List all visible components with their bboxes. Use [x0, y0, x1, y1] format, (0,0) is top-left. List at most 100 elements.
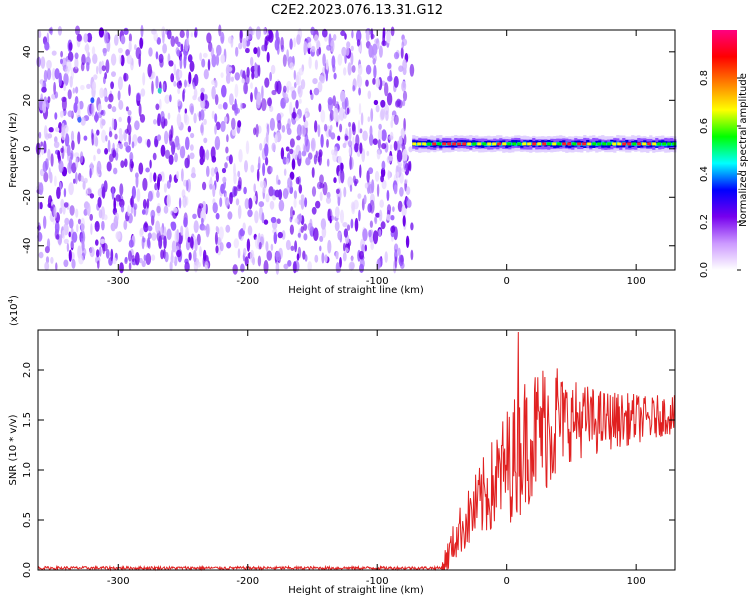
spectrogram-cell	[407, 161, 411, 171]
spectrogram-cell	[71, 258, 76, 269]
spectrogram-cell	[144, 221, 148, 228]
spectrogram-cell	[319, 174, 324, 185]
spectrogram-cell	[342, 251, 347, 262]
spectrogram-cell	[235, 46, 239, 57]
spectrogram-cell	[475, 142, 479, 146]
spectrogram-cell	[190, 144, 194, 151]
spectrogram-cell	[293, 198, 297, 208]
spectrogram-cell	[49, 26, 53, 36]
spectrogram-cell	[285, 158, 290, 165]
spectrogram-cell	[386, 92, 393, 106]
spectrogram-cell	[54, 68, 60, 80]
spectrogram-cell	[147, 63, 152, 78]
spectrogram-cell	[51, 68, 56, 81]
spectrogram-cell	[670, 142, 674, 146]
spectrogram-cell	[262, 180, 267, 194]
spectrogram-cell	[312, 78, 318, 85]
spectrogram-cell	[54, 112, 58, 120]
spectrogram-cell	[369, 125, 373, 138]
spectrogram-cell	[354, 217, 359, 232]
spectrogram-cell	[214, 231, 218, 245]
spectrogram-cell	[274, 134, 278, 144]
spectrogram-cell	[512, 142, 517, 146]
spectrogram-cell	[70, 150, 74, 161]
spectrogram-cell	[41, 145, 44, 156]
spectrogram-cell	[402, 99, 406, 107]
spectrogram-cell	[189, 152, 195, 160]
spectrogram-cell	[169, 260, 173, 272]
spectrogram-cell	[341, 46, 347, 57]
spectrogram-cell	[118, 116, 122, 123]
spectrogram-cell	[97, 196, 102, 208]
spectrogram-cell	[293, 190, 297, 200]
spectrogram-cell	[405, 235, 410, 248]
spectrogram-cell	[162, 30, 165, 44]
spectrogram-cell	[327, 98, 333, 112]
spectrogram-cell	[264, 143, 269, 157]
spectrogram-cell	[304, 133, 309, 147]
spectrogram-cell	[378, 209, 383, 222]
spectrogram-cell	[159, 58, 164, 68]
spectrogram-cell	[403, 178, 409, 184]
spectrogram-cell	[261, 98, 267, 112]
spectrogram-cell	[101, 186, 106, 199]
spectrogram-cell	[63, 259, 69, 268]
spectrogram-cell	[390, 26, 395, 37]
spectrogram-cell	[381, 179, 387, 190]
spectrogram-cell	[314, 34, 319, 43]
spectrogram-cell	[296, 124, 302, 137]
spectrogram-cell	[101, 220, 105, 231]
spectrogram-cell	[120, 204, 125, 213]
spectrogram-cell	[300, 226, 304, 233]
spectrogram-cell	[104, 72, 107, 80]
spectrogram-cell	[308, 56, 312, 69]
spectrogram-cell	[119, 183, 124, 196]
spectrogram-cell	[92, 81, 97, 91]
spectrogram-cell	[266, 51, 270, 63]
spectrogram-cell	[113, 197, 116, 212]
spectrogram-cell	[358, 250, 364, 260]
spectrogram-cell	[657, 142, 662, 146]
spectrogram-cell	[214, 94, 219, 106]
snr-multiplier-close: )	[9, 295, 20, 299]
spectrogram-cell	[146, 198, 150, 209]
spectrogram-cell	[297, 85, 303, 98]
spectrogram-cell	[169, 174, 172, 183]
spectrogram-cell	[219, 197, 223, 208]
spectrogram-cell	[158, 235, 163, 249]
spectrogram-cell	[63, 188, 67, 198]
spectrogram-cell	[151, 254, 156, 261]
spectrogram-cell	[221, 167, 227, 174]
spectrogram-cell	[96, 148, 101, 155]
spectrogram-cell	[37, 30, 42, 38]
spectrogram-cell	[277, 120, 282, 131]
spectrogram-cell	[153, 172, 157, 183]
spectrogram-cell	[283, 263, 289, 270]
spectrogram-cell	[110, 53, 117, 66]
spectrogram-cell	[40, 93, 43, 102]
spectrogram-cell	[153, 31, 158, 42]
spectrogram-cell	[350, 52, 354, 66]
spectrogram-cell	[186, 29, 190, 39]
spectrogram-cell	[244, 256, 249, 267]
spectrogram-cell	[253, 195, 257, 202]
spectrogram-cell	[147, 190, 153, 202]
spectrogram-cell	[325, 196, 332, 204]
spectrogram-cell	[373, 99, 379, 106]
spectrogram-cell	[190, 32, 193, 38]
spectrogram-cell	[124, 158, 128, 168]
spectrogram-cell	[157, 113, 162, 127]
spectrogram-cell	[184, 114, 190, 126]
spectrogram-cell	[385, 110, 389, 122]
spectrogram-cell	[225, 224, 231, 233]
spectrogram-cell	[80, 234, 84, 242]
spectrogram-cell	[188, 251, 192, 261]
spectrogram-cell	[242, 37, 247, 50]
spectrogram-cell	[206, 165, 210, 177]
spectrogram-cell	[291, 90, 297, 100]
spectrogram-cell	[105, 59, 110, 74]
spectrogram-cell	[358, 45, 362, 53]
spectrogram-cell	[67, 51, 74, 62]
spectrogram-cell	[71, 140, 75, 151]
spectrogram-cell	[86, 32, 93, 43]
